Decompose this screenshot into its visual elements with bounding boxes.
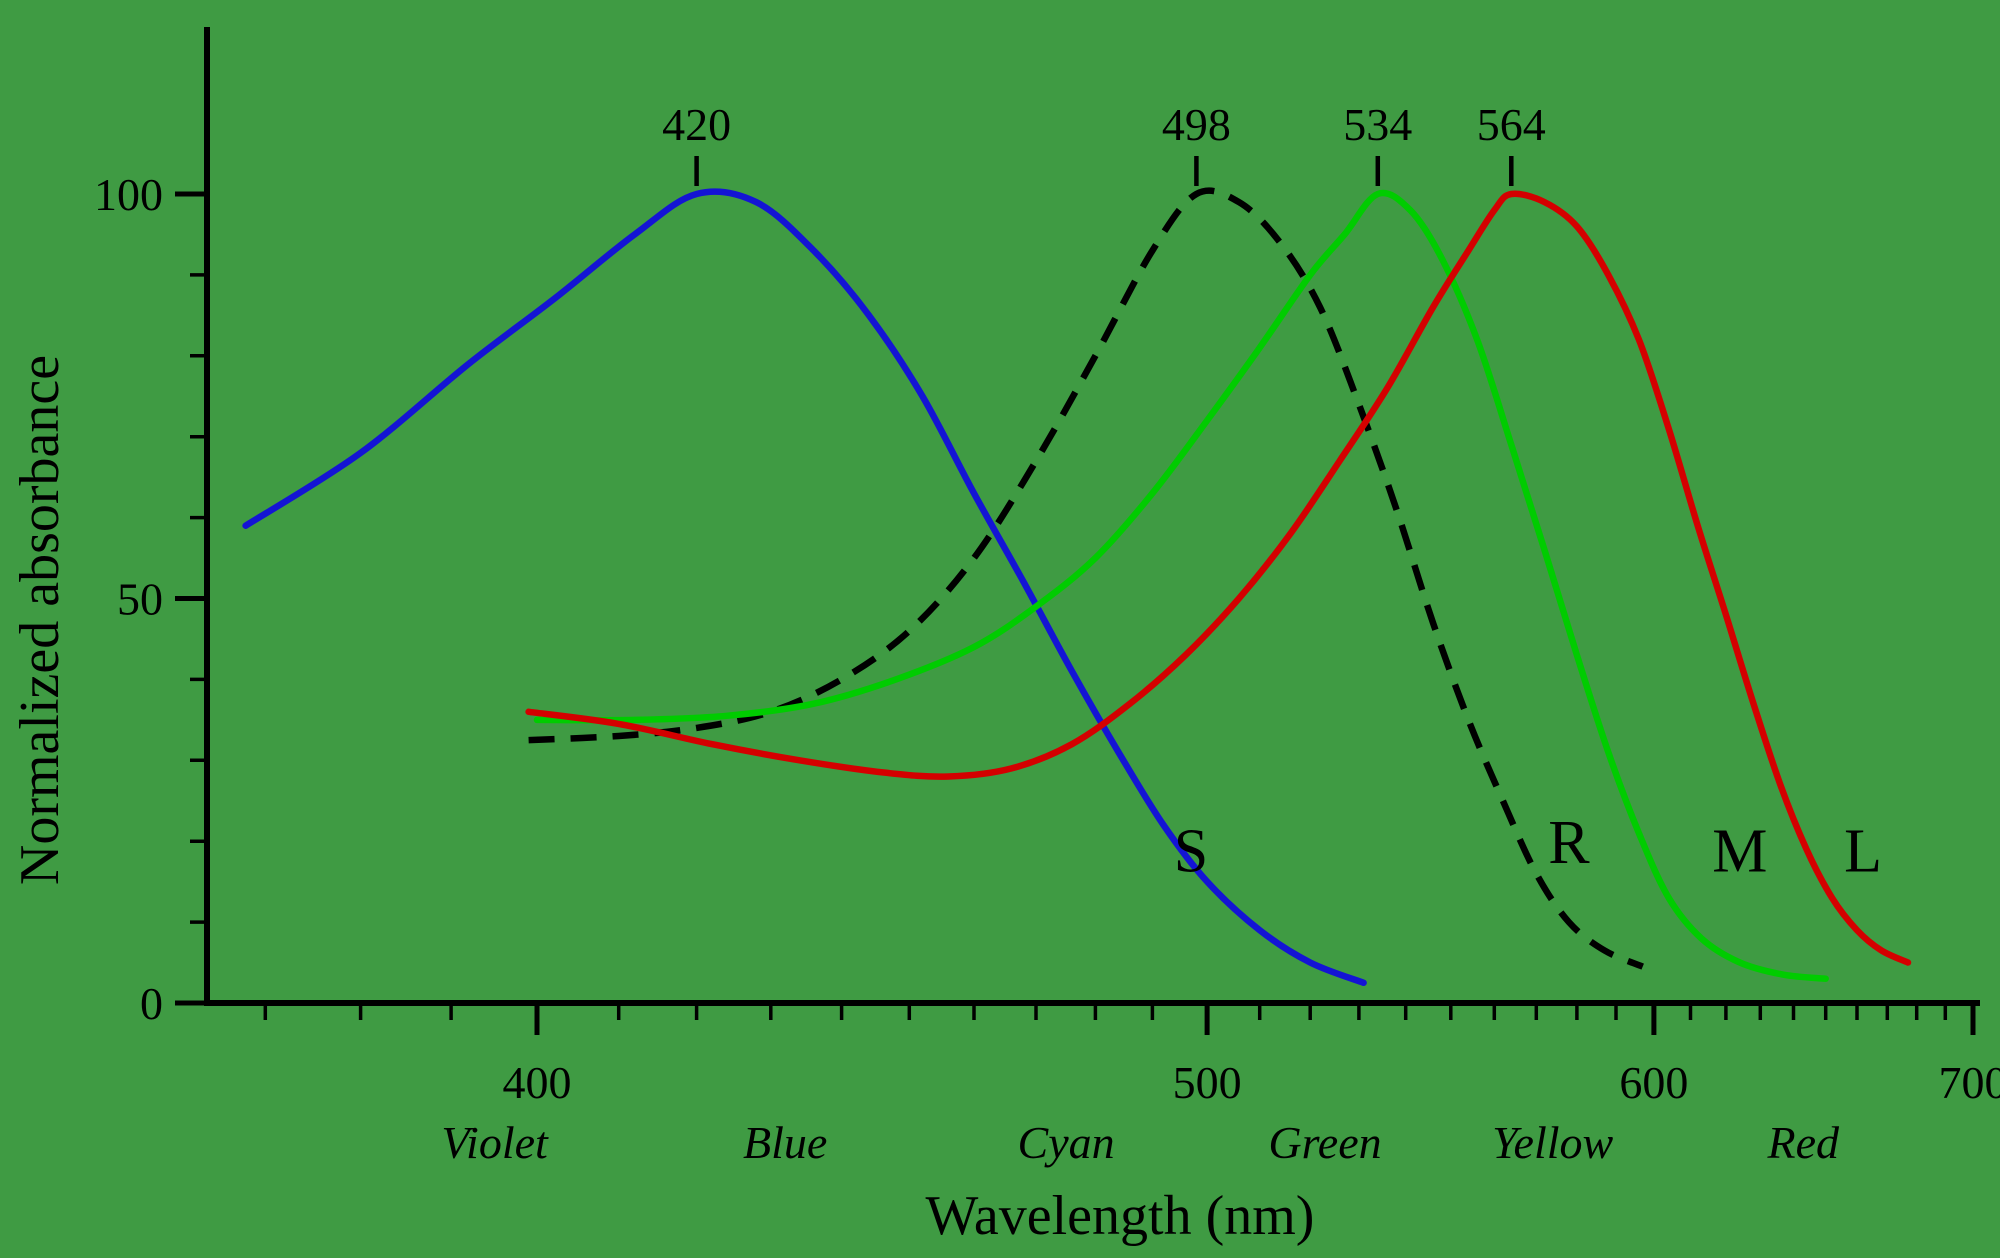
curves-group [242,187,1912,987]
y-tick-label: 100 [94,169,163,220]
curve-label-L: L [1844,817,1882,885]
region-label-green: Green [1268,1117,1381,1168]
region-label-violet: Violet [441,1117,549,1168]
x-tick-label: 700 [1939,1057,2000,1108]
curve-L [525,190,1912,966]
x-tick-label: 500 [1173,1057,1242,1108]
peak-label-564: 564 [1477,99,1546,150]
curve-R [528,187,1644,970]
axes-group [175,27,1980,1035]
labels-group: 400 500 600 700 0 50 100 420 498 534 564 Violet Blue… [94,99,2000,1168]
curve-label-M: M [1712,817,1767,885]
curve-label-S: S [1174,817,1208,885]
curve-label-R: R [1548,809,1590,877]
peak-label-534: 534 [1343,99,1412,150]
region-label-red: Red [1767,1117,1841,1168]
x-tick-label: 400 [503,1057,572,1108]
region-label-blue: Blue [743,1117,827,1168]
region-label-yellow: Yellow [1492,1117,1613,1168]
y-tick-label: 50 [117,574,163,625]
region-label-cyan: Cyan [1018,1117,1115,1168]
x-tick-label: 600 [1619,1057,1688,1108]
x-axis-title: Wavelength (nm) [926,1185,1315,1247]
curve-S [242,188,1367,987]
y-axis-title: Normalized absorbance [9,355,71,885]
peak-label-420: 420 [662,99,731,150]
peak-label-498: 498 [1162,99,1231,150]
y-tick-label: 0 [140,978,163,1029]
curve-M [533,189,1829,982]
